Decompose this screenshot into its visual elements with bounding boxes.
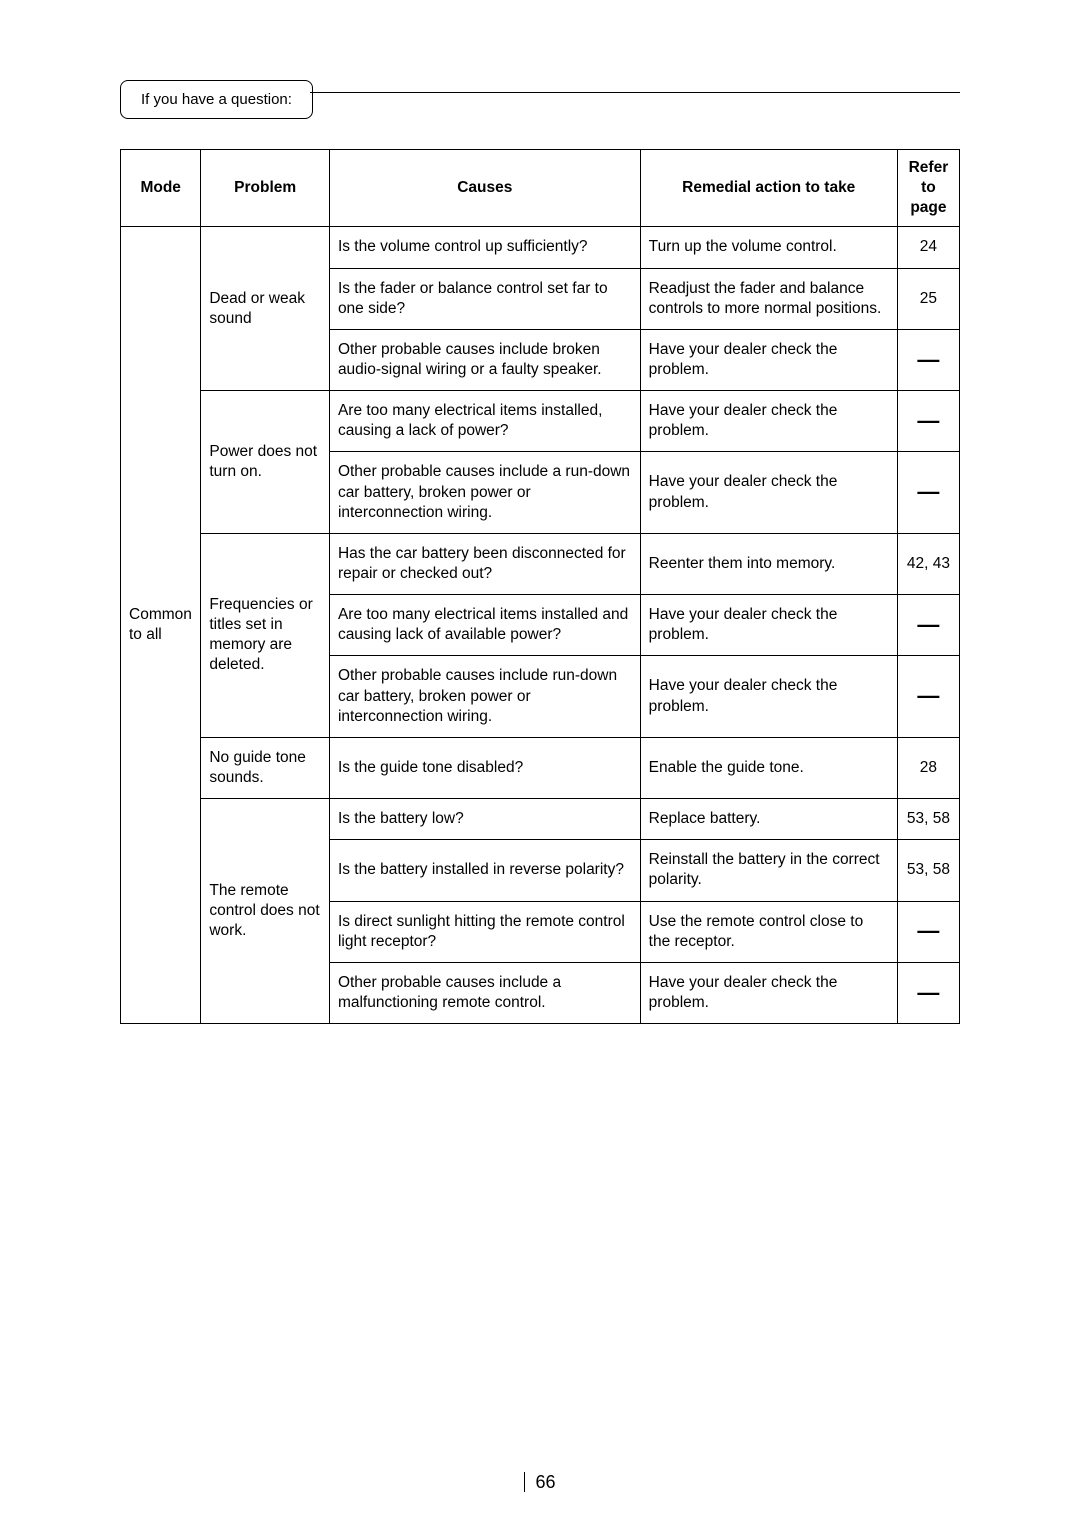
table-row: No guide tone sounds. Is the guide tone … [121,737,960,798]
th-remedy: Remedial action to take [640,150,897,227]
cell-page: 24 [897,227,959,268]
table-header-row: Mode Problem Causes Remedial action to t… [121,150,960,227]
cell-page: — [897,901,959,962]
th-refer: Refer to page [897,150,959,227]
cell-cause: Is the battery installed in reverse pola… [329,840,640,901]
cell-problem: No guide tone sounds. [201,737,330,798]
cell-remedy: Readjust the fader and balance controls … [640,268,897,329]
cell-cause: Is the guide tone disabled? [329,737,640,798]
cell-remedy: Use the remote control close to the rece… [640,901,897,962]
cell-page: — [897,452,959,533]
cell-cause: Are too many electrical items installed … [329,595,640,656]
cell-page: — [897,962,959,1023]
table-row: The remote control does not work. Is the… [121,799,960,840]
cell-cause: Other probable causes include a malfunct… [329,962,640,1023]
cell-cause: Is the battery low? [329,799,640,840]
table-row: Frequencies or titles set in memory are … [121,533,960,594]
cell-problem: Power does not turn on. [201,391,330,534]
cell-remedy: Have your dealer check the problem. [640,391,897,452]
page-number: 66 [0,1472,1080,1493]
cell-problem: Frequencies or titles set in memory are … [201,533,330,737]
cell-page: 25 [897,268,959,329]
cell-remedy: Have your dealer check the problem. [640,656,897,737]
cell-page: — [897,595,959,656]
cell-page: 28 [897,737,959,798]
troubleshooting-table: Mode Problem Causes Remedial action to t… [120,149,960,1024]
cell-page: 53, 58 [897,840,959,901]
cell-remedy: Have your dealer check the problem. [640,329,897,390]
cell-remedy: Reenter them into memory. [640,533,897,594]
cell-cause: Is the fader or balance control set far … [329,268,640,329]
cell-remedy: Have your dealer check the problem. [640,595,897,656]
cell-page: — [897,656,959,737]
cell-mode: Common to all [121,227,201,1024]
cell-problem: Dead or weak sound [201,227,330,391]
cell-remedy: Have your dealer check the problem. [640,962,897,1023]
cell-remedy: Reinstall the battery in the correct pol… [640,840,897,901]
cell-page: — [897,329,959,390]
th-causes: Causes [329,150,640,227]
th-mode: Mode [121,150,201,227]
th-problem: Problem [201,150,330,227]
cell-cause: Is the volume control up sufficiently? [329,227,640,268]
cell-remedy: Enable the guide tone. [640,737,897,798]
cell-problem: The remote control does not work. [201,799,330,1024]
header-rule [310,92,960,93]
header-tab: If you have a question: [120,80,313,119]
table-row: Common to all Dead or weak sound Is the … [121,227,960,268]
cell-cause: Other probable causes include a run-down… [329,452,640,533]
cell-page: 42, 43 [897,533,959,594]
cell-cause: Are too many electrical items installed,… [329,391,640,452]
cell-cause: Is direct sunlight hitting the remote co… [329,901,640,962]
cell-page: — [897,391,959,452]
cell-remedy: Turn up the volume control. [640,227,897,268]
cell-cause: Has the car battery been disconnected fo… [329,533,640,594]
cell-page: 53, 58 [897,799,959,840]
cell-remedy: Have your dealer check the problem. [640,452,897,533]
cell-cause: Other probable causes include run-down c… [329,656,640,737]
cell-remedy: Replace battery. [640,799,897,840]
cell-cause: Other probable causes include broken aud… [329,329,640,390]
table-row: Power does not turn on. Are too many ele… [121,391,960,452]
